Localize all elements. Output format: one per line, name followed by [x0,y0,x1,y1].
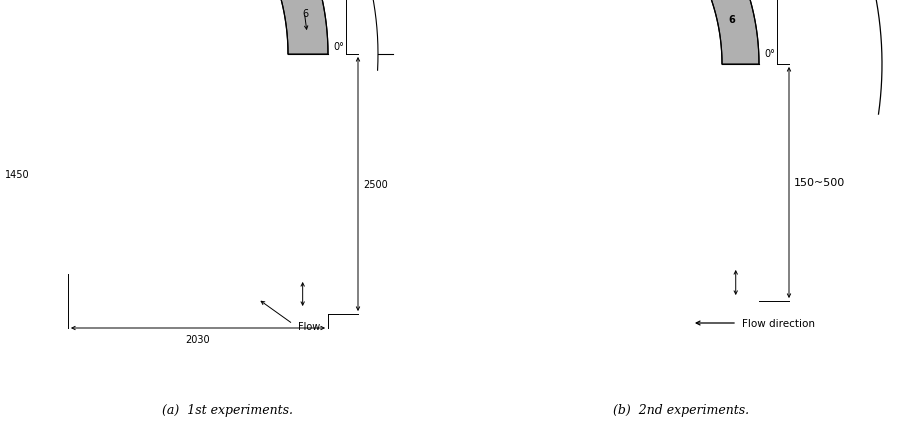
Text: 1450: 1450 [5,170,30,180]
Text: Flow: Flow [298,321,321,331]
Polygon shape [550,0,759,65]
Text: 0°: 0° [333,42,344,52]
Text: Flow direction: Flow direction [742,318,815,328]
Text: 2030: 2030 [186,334,211,344]
Text: (a)  1st experiments.: (a) 1st experiments. [162,403,292,416]
Text: Preheated region
(SUS304): Preheated region (SUS304) [0,433,1,434]
Text: 0°: 0° [764,49,775,59]
Text: Main heater region
(SA508): Main heater region (SA508) [0,433,1,434]
Text: (b)  2nd experiments.: (b) 2nd experiments. [613,403,749,416]
Polygon shape [194,0,328,55]
Text: 6: 6 [302,9,309,19]
Text: 150~500: 150~500 [794,178,845,188]
Text: 2500: 2500 [363,180,388,190]
Text: 6: 6 [728,14,735,24]
